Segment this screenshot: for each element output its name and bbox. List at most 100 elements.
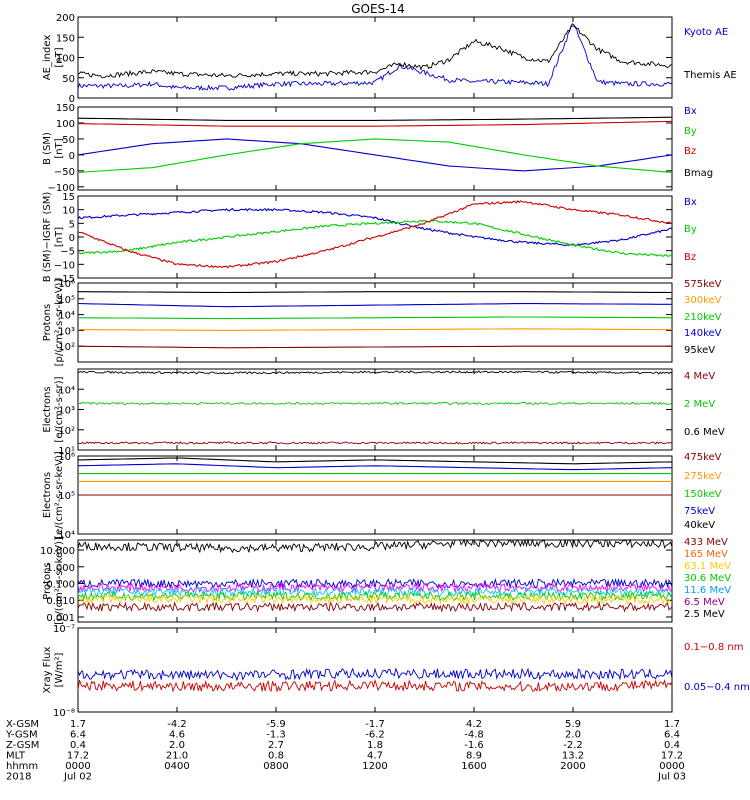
legend-entry: 433 MeV xyxy=(684,537,728,548)
legend-entry: 300keV xyxy=(684,295,722,306)
y-axis-label: [W/m²] xyxy=(54,652,65,687)
y-tick-label: 150 xyxy=(56,103,75,114)
legend-entry: 2 MeV xyxy=(684,399,715,410)
series-line xyxy=(77,120,673,127)
y-axis-label: Xray Flux xyxy=(42,646,53,693)
y-axis-label: [e/(cm²-s-sr)] xyxy=(54,376,65,442)
y-tick-label: 0.100 xyxy=(46,580,75,591)
y-axis-label: [e/(cm²-s-sr-keV)] xyxy=(54,451,65,539)
axis-table-value: 8.9 xyxy=(466,751,482,762)
series-line xyxy=(77,116,673,121)
panel-protons_mev: 0.001 0.010 0.100 1.000 10.000 Protons [p/(cm²… xyxy=(40,537,731,625)
series-line xyxy=(77,207,673,247)
series-line xyxy=(77,590,673,602)
axis-table-value: -1.6 xyxy=(464,740,484,751)
y-tick-label: 200 xyxy=(56,13,75,24)
y-tick-label: 10³ xyxy=(58,406,75,417)
axis-table-value: 2.0 xyxy=(565,730,581,741)
axis-table-row-label: X-GSM xyxy=(6,719,39,730)
axis-table-value: 2.0 xyxy=(169,740,185,751)
series-line xyxy=(77,138,673,173)
y-tick-label: 100 xyxy=(56,54,75,65)
legend-entry: Themis AE xyxy=(683,70,737,81)
y-tick-label: 10³ xyxy=(58,326,75,337)
legend-entry: 30.6 MeV xyxy=(684,573,731,584)
legend-entry: 165 MeV xyxy=(684,549,728,560)
y-tick-label: 10⁴ xyxy=(58,530,75,541)
series-line xyxy=(77,23,673,79)
axis-table-value: Jul 03 xyxy=(657,772,686,783)
axis-table-value: 2000 xyxy=(560,761,585,772)
y-axis-label: [p/(cm²-s-sr-keV)] xyxy=(54,279,65,367)
panel-electrons_mev: 10¹ 10² 10³ 10⁴ Electrons [e/(cm²-s-sr)] 4 MeV… xyxy=(42,368,725,457)
y-tick-label: 10⁶ xyxy=(58,279,75,290)
series-line xyxy=(78,328,672,331)
axis-table-value: 17.2 xyxy=(661,751,683,762)
y-tick-label: −15 xyxy=(54,274,75,285)
series-line xyxy=(77,345,672,349)
panel-electrons_kev: 10⁴ 10⁵ 10⁶ Electrons [e/(cm²-s-sr-keV)] 475k… xyxy=(42,451,722,541)
axis-table-value: 4.2 xyxy=(466,719,482,730)
legend-entry: 475keV xyxy=(684,452,722,463)
legend-entry: 63.1 MeV xyxy=(684,561,731,572)
series-line xyxy=(77,457,673,465)
axis-table-value: 0000 xyxy=(65,761,90,772)
y-tick-label: 0.010 xyxy=(46,596,75,607)
series-line xyxy=(77,582,673,594)
legend-entry: Bx xyxy=(684,197,697,208)
axis-table-value: -2.2 xyxy=(563,740,583,751)
axis-table-value: -5.9 xyxy=(266,719,286,730)
y-tick-label: 0 xyxy=(69,233,75,244)
y-tick-label: 10.000 xyxy=(40,546,75,557)
axis-table-value: -6.2 xyxy=(365,730,385,741)
axis-table-value: 6.4 xyxy=(70,730,86,741)
axis-table-value: 1.7 xyxy=(664,719,680,730)
series-line xyxy=(77,25,673,91)
axis-table-value: 2.7 xyxy=(268,740,284,751)
series-line xyxy=(77,667,673,682)
y-tick-label: 150 xyxy=(56,33,75,44)
y-axis-label: Electrons xyxy=(42,386,53,432)
legend-entry: Bz xyxy=(684,146,696,157)
axis-table-row-label: hhmm xyxy=(6,761,38,772)
series-line xyxy=(78,316,673,320)
legend-entry: 150keV xyxy=(684,489,722,500)
axis-table-value: 1.7 xyxy=(70,719,86,730)
legend-entry: Bx xyxy=(684,106,697,117)
y-tick-label: 1.000 xyxy=(46,563,75,574)
y-tick-label: 10² xyxy=(58,342,75,353)
y-tick-label: −100 xyxy=(48,183,75,194)
y-tick-label: 50 xyxy=(62,135,75,146)
axis-table-value: 0000 xyxy=(659,761,684,772)
y-axis-label: [nT] xyxy=(54,47,65,67)
panel-frame xyxy=(77,16,673,99)
y-tick-label: 10⁴ xyxy=(58,311,75,322)
legend-entry: By xyxy=(684,126,697,137)
axis-table-value: 0.4 xyxy=(70,740,86,751)
axis-table-value: -1.7 xyxy=(365,719,385,730)
y-tick-label: 10 xyxy=(62,206,75,217)
chart-title: GOES-14 xyxy=(351,2,405,16)
y-tick-label: 10⁵ xyxy=(58,295,75,306)
series-line xyxy=(77,538,673,554)
y-axis-label: Protons xyxy=(42,304,53,341)
y-tick-label: 0.001 xyxy=(46,613,75,624)
axis-table-value: 6.4 xyxy=(664,730,680,741)
axis-table-value: 0.8 xyxy=(268,751,284,762)
y-tick-label: 10⁻⁸ xyxy=(53,708,75,719)
panel-bsm: −100 −50 0 50 100 150 B (SM) [nT] Bx By Bz Bmag xyxy=(42,103,713,194)
y-axis-label: [nT] xyxy=(54,227,65,247)
y-tick-label: 10¹ xyxy=(58,446,75,457)
axis-table-value: 1.8 xyxy=(367,740,383,751)
series-line xyxy=(77,441,673,445)
series-line xyxy=(77,601,673,613)
axis-table-value: 0400 xyxy=(164,761,189,772)
legend-entry: Bz xyxy=(684,252,696,263)
axis-table-row-label: 2018 xyxy=(6,772,31,783)
legend-entry: Kyoto AE xyxy=(684,27,728,38)
y-axis-label: [p/(cm²-s-sr-keV)] xyxy=(54,537,65,625)
series-line xyxy=(77,302,672,308)
legend-entry: 140keV xyxy=(684,328,722,339)
legend-entry: 2.5 MeV xyxy=(684,609,725,620)
